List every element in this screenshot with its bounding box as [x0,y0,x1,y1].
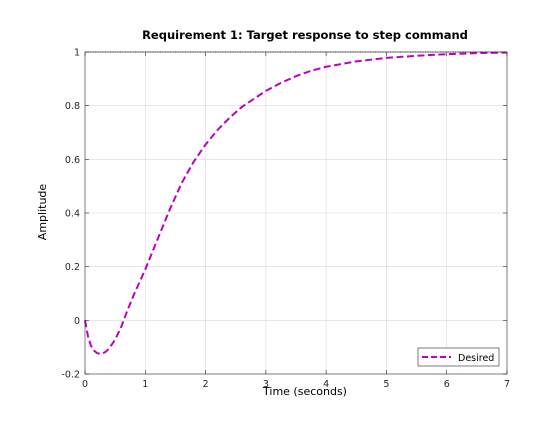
axis-ticks [84,51,508,375]
x-tick-label: 7 [504,379,510,390]
x-axis-label: Time (seconds) [262,385,347,398]
grid-lines [85,52,507,374]
x-tick-label: 3 [263,379,269,390]
legend: Desired [417,347,500,367]
x-tick-label: 6 [444,379,450,390]
x-tick-label: 1 [142,379,148,390]
y-tick-label: 1 [74,48,80,59]
series-line-desired [84,51,508,355]
legend-label-desired: Desired [458,353,494,364]
series-lines [84,51,508,355]
y-axis-label: Amplitude [36,184,49,241]
y-tick-label: 0.6 [65,155,80,166]
y-tick-labels: -0.2 0 0.2 0.4 0.6 0.8 1 [61,48,80,381]
y-tick-label: -0.2 [61,370,80,381]
legend-box [417,347,500,367]
x-tick-label: 4 [323,379,329,390]
x-tick-label: 2 [203,379,209,390]
y-tick-label: 0.4 [65,209,80,220]
x-tick-label: 5 [383,379,389,390]
chart-title: Requirement 1: Target response to step c… [142,28,468,42]
y-tick-label: 0 [74,316,80,327]
y-tick-label: 0.8 [65,101,80,112]
x-tick-label: 0 [82,379,88,390]
y-tick-label: 0.2 [65,262,80,273]
x-tick-labels: 0 1 2 3 4 5 6 7 [82,379,510,390]
